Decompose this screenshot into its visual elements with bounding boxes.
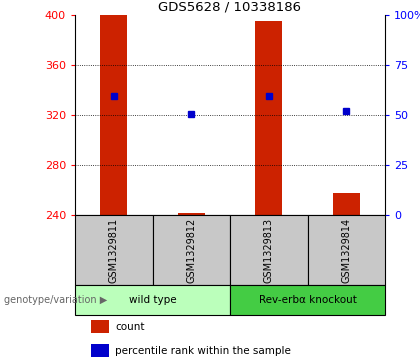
Text: count: count xyxy=(116,322,145,331)
Bar xyxy=(75,285,230,315)
Bar xyxy=(307,215,385,285)
Bar xyxy=(230,285,385,315)
Bar xyxy=(255,21,282,215)
Bar xyxy=(75,215,152,285)
Text: GSM1329812: GSM1329812 xyxy=(186,217,196,283)
Text: percentile rank within the sample: percentile rank within the sample xyxy=(116,346,291,355)
Text: genotype/variation ▶: genotype/variation ▶ xyxy=(4,295,108,305)
Title: GDS5628 / 10338186: GDS5628 / 10338186 xyxy=(158,1,302,14)
Text: GSM1329814: GSM1329814 xyxy=(341,217,351,282)
Text: Rev-erbα knockout: Rev-erbα knockout xyxy=(259,295,357,305)
Text: GSM1329811: GSM1329811 xyxy=(109,217,119,282)
Text: wild type: wild type xyxy=(129,295,176,305)
Bar xyxy=(90,344,109,357)
Text: GSM1329813: GSM1329813 xyxy=(264,217,274,282)
Bar xyxy=(178,212,205,215)
Bar xyxy=(152,215,230,285)
Bar xyxy=(100,15,127,215)
Bar xyxy=(333,192,360,215)
Bar xyxy=(90,320,109,333)
Bar xyxy=(230,215,307,285)
